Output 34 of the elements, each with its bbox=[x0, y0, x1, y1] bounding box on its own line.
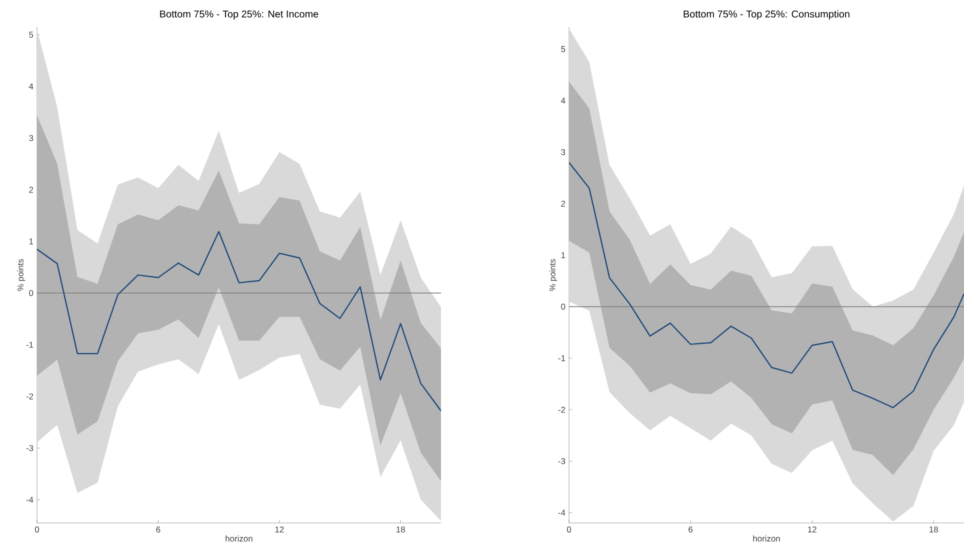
y-tick-label: 1 bbox=[29, 238, 34, 244]
y-tick-label: -4 bbox=[558, 510, 566, 516]
x-tick-label: 18 bbox=[396, 526, 405, 532]
x-tick-label: 0 bbox=[34, 526, 40, 532]
x-axis-title: horizon bbox=[753, 535, 780, 542]
x-tick-label: 12 bbox=[275, 526, 284, 532]
y-tick-label: 0 bbox=[29, 290, 34, 296]
y-tick-label: 0 bbox=[561, 304, 566, 310]
x-tick-label: 12 bbox=[808, 526, 816, 532]
y-tick-label: -1 bbox=[558, 355, 566, 362]
y-tick-label: 4 bbox=[28, 83, 34, 90]
y-axis-title: % points bbox=[17, 259, 26, 291]
y-tick-label: 5 bbox=[29, 32, 34, 38]
chart-title: Bottom 75% - Top 25%: Net Income bbox=[160, 10, 318, 20]
y-tick-label: -2 bbox=[26, 393, 34, 400]
y-tick-label: -4 bbox=[26, 496, 34, 503]
y-tick-label: -3 bbox=[558, 458, 566, 464]
y-tick-label: 5 bbox=[561, 46, 566, 52]
x-tick-label: 6 bbox=[156, 526, 160, 532]
y-tick-label: -2 bbox=[558, 406, 566, 413]
y-tick-label: 2 bbox=[29, 186, 34, 193]
chart-title: Bottom 75% - Top 25%: Consumption bbox=[684, 10, 850, 20]
x-tick-label: 6 bbox=[688, 526, 693, 532]
y-tick-label: -1 bbox=[26, 342, 34, 348]
x-tick-label: 18 bbox=[930, 526, 938, 532]
y-tick-label: 3 bbox=[29, 135, 34, 142]
y-tick-label: -3 bbox=[26, 445, 34, 452]
y-axis-title: % points bbox=[549, 259, 558, 291]
y-tick-label: 4 bbox=[560, 98, 566, 104]
x-tick-label: 0 bbox=[566, 526, 572, 532]
y-tick-label: 2 bbox=[561, 200, 566, 207]
x-axis-title: horizon bbox=[226, 535, 252, 542]
y-tick-label: 3 bbox=[561, 149, 566, 156]
y-tick-label: 1 bbox=[561, 252, 566, 258]
